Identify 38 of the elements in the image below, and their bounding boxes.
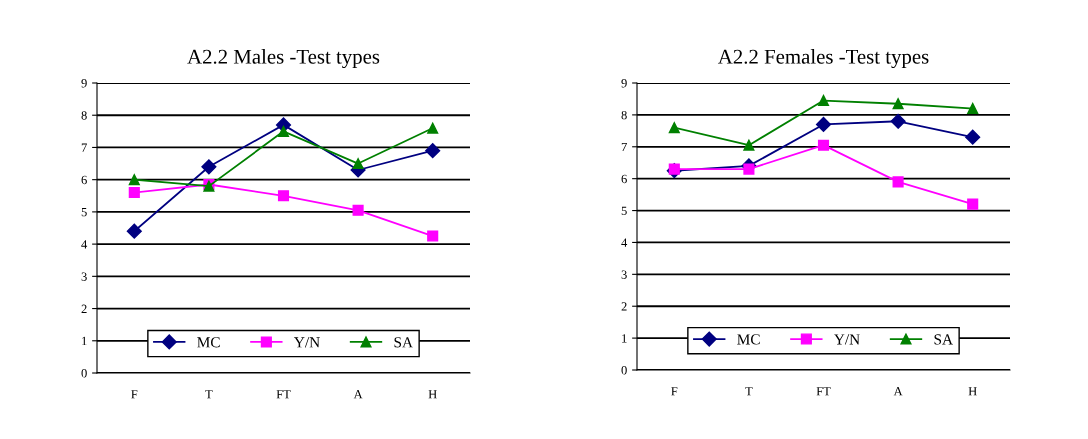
y-tick-label: 6 <box>81 175 87 185</box>
legend-label: SA <box>934 334 953 345</box>
y-tick-label: 2 <box>621 302 627 311</box>
x-tick-label: A <box>893 387 903 396</box>
y-tick-label: 9 <box>621 79 627 88</box>
legend-label: MC <box>197 337 220 348</box>
x-tick-label: FT <box>276 390 291 399</box>
x-tick-label: H <box>968 387 977 396</box>
y-tick-label: 1 <box>622 334 627 343</box>
y-tick-label: 8 <box>621 110 627 120</box>
legend-label: Y/N <box>294 337 320 348</box>
y-tick-label: 2 <box>81 304 87 313</box>
legend-label: Y/N <box>834 334 860 345</box>
x-tick-label: A <box>353 390 363 399</box>
y-tick-label: 0 <box>621 366 627 375</box>
x-tick-label: FT <box>816 387 831 396</box>
x-tick-label: F <box>671 387 678 396</box>
y-tick-label: 1 <box>82 336 87 346</box>
y-tick-label: 6 <box>621 174 627 184</box>
y-tick-label: 7 <box>81 143 87 152</box>
y-tick-label: 5 <box>621 206 627 216</box>
chart-title: A2.2 Females -Test types <box>717 49 929 69</box>
y-tick-label: 4 <box>81 240 88 249</box>
y-tick-label: 9 <box>81 79 87 88</box>
legend-label: SA <box>394 337 413 348</box>
y-tick-label: 4 <box>621 238 628 247</box>
legend-label: MC <box>737 334 760 345</box>
x-tick-label: F <box>131 390 138 399</box>
chart-title: A2.2 Males -Test types <box>187 49 380 69</box>
x-tick-label: H <box>428 390 437 399</box>
x-tick-label: T <box>205 390 213 399</box>
y-tick-label: 7 <box>621 142 627 152</box>
y-tick-label: 3 <box>621 270 627 279</box>
y-tick-label: 3 <box>81 272 87 281</box>
y-tick-label: 0 <box>81 369 87 378</box>
x-tick-label: T <box>745 387 753 396</box>
y-tick-label: 5 <box>81 208 87 217</box>
y-tick-label: 8 <box>81 111 87 120</box>
